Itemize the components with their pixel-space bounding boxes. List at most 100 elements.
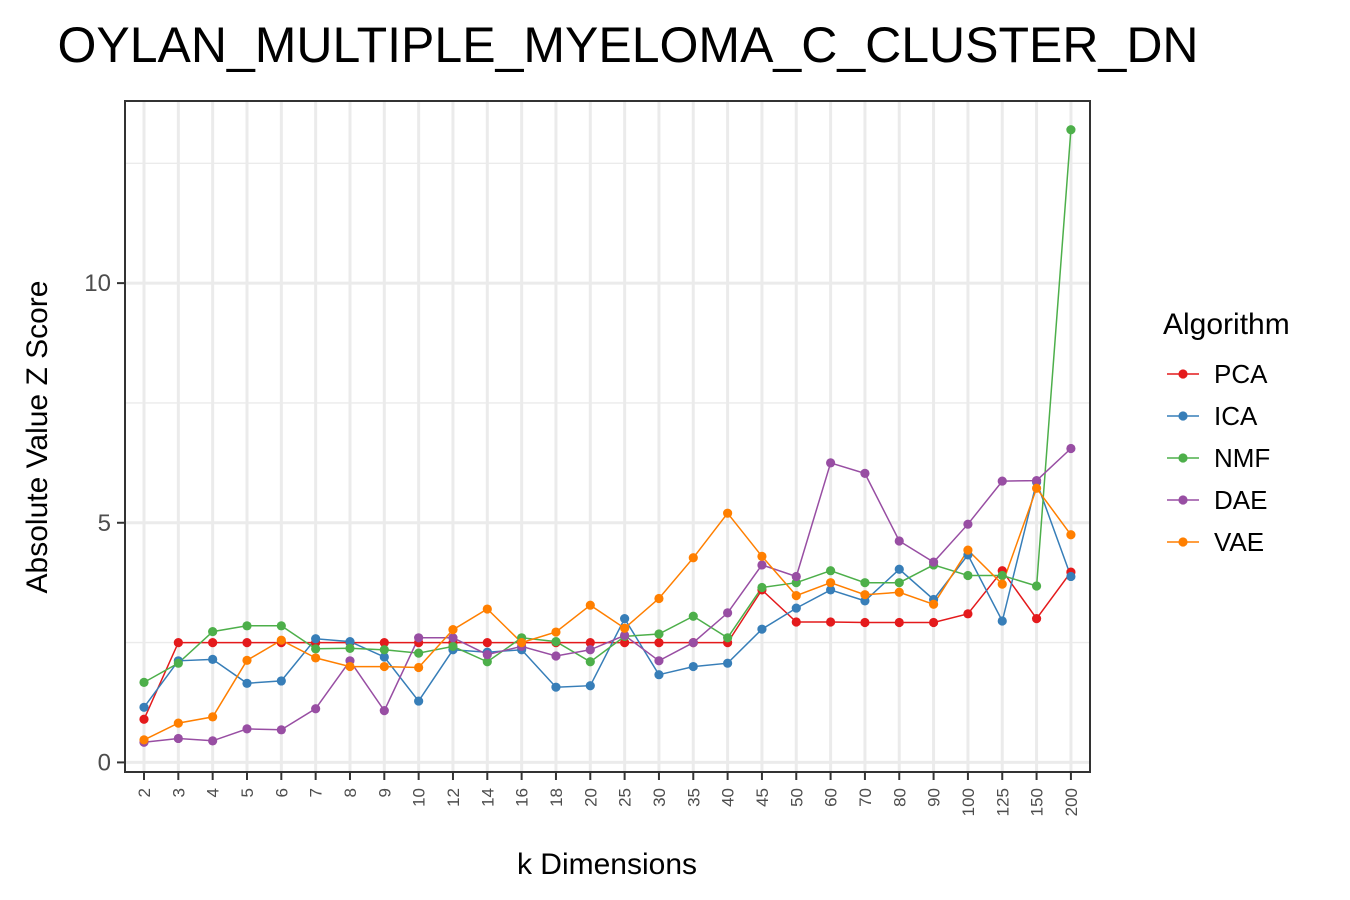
data-point-dae: [311, 704, 321, 714]
x-tick-label: 4: [204, 788, 223, 797]
x-tick-label: 70: [856, 788, 875, 807]
data-point-nmf: [585, 657, 595, 667]
data-point-vae: [173, 718, 183, 728]
data-point-pca: [173, 637, 183, 648]
panel-border: [124, 100, 1091, 773]
data-point-dae: [928, 557, 939, 567]
data-point-dae: [448, 633, 458, 643]
data-point-ica: [894, 564, 904, 574]
data-point-vae: [345, 661, 355, 672]
x-tick-label: 6: [272, 788, 291, 797]
x-tick-label: 200: [1062, 788, 1081, 816]
data-point-ica: [414, 696, 424, 706]
x-tick-label: 90: [925, 788, 944, 807]
legend-label: DAE: [1214, 485, 1267, 515]
x-tick-label: 9: [375, 788, 394, 797]
data-point-pca: [139, 714, 149, 724]
data-point-vae: [208, 712, 218, 722]
data-point-dae: [379, 706, 389, 716]
data-point-ica: [242, 678, 252, 688]
data-point-nmf: [173, 658, 183, 668]
data-point-ica: [688, 661, 698, 672]
data-point-nmf: [1066, 125, 1076, 135]
data-point-nmf: [379, 645, 389, 655]
x-tick-label: 80: [890, 788, 909, 807]
data-point-ica: [139, 702, 149, 712]
data-point-ica: [276, 676, 286, 686]
data-point-pca: [963, 609, 973, 619]
data-point-nmf: [208, 626, 218, 637]
data-point-vae: [517, 637, 527, 648]
x-tick-label: 7: [307, 788, 326, 797]
data-point-nmf: [242, 621, 252, 631]
data-point-ica: [791, 603, 801, 613]
x-tick-label: 60: [822, 788, 841, 807]
x-tick-label: 50: [787, 788, 806, 807]
data-point-vae: [928, 599, 939, 609]
data-point-ica: [345, 637, 355, 647]
data-point-nmf: [345, 643, 355, 653]
data-point-nmf: [688, 611, 698, 621]
data-point-dae: [723, 608, 733, 618]
data-point-dae: [791, 571, 801, 582]
data-point-dae: [654, 656, 664, 666]
data-point-ica: [757, 624, 767, 634]
x-tick-label: 100: [959, 788, 978, 816]
data-point-ica: [620, 614, 630, 624]
x-tick-label: 25: [616, 788, 635, 807]
data-point-pca: [654, 637, 664, 648]
plot-background: [125, 101, 1090, 772]
data-point-pca: [482, 637, 492, 648]
data-point-ica: [311, 634, 321, 644]
data-point-dae: [894, 536, 904, 546]
data-point-ica: [585, 681, 595, 691]
x-tick-label: 125: [993, 788, 1012, 816]
data-point-pca: [791, 617, 801, 627]
data-point-vae: [482, 604, 492, 614]
data-point-vae: [551, 627, 561, 637]
legend-key-point: [1178, 537, 1188, 547]
data-point-pca: [928, 617, 939, 628]
data-point-dae: [757, 560, 767, 570]
data-point-ica: [208, 654, 218, 664]
data-point-ica: [723, 658, 733, 668]
data-point-nmf: [654, 629, 664, 639]
legend-key-point: [1178, 495, 1188, 505]
data-point-ica: [826, 585, 836, 595]
data-point-vae: [860, 590, 870, 600]
x-tick-label: 150: [1028, 788, 1047, 816]
data-point-pca: [585, 637, 595, 648]
data-point-nmf: [414, 648, 424, 658]
data-point-dae: [208, 736, 218, 746]
legend-title: Algorithm: [1163, 308, 1290, 341]
data-point-ica: [379, 652, 389, 662]
legend-key-point: [1178, 411, 1188, 421]
data-point-pca: [208, 637, 218, 648]
data-point-ica: [654, 670, 664, 680]
x-tick-label: 30: [650, 788, 669, 807]
data-point-nmf: [997, 570, 1007, 581]
data-point-dae: [620, 630, 630, 641]
data-point-dae: [997, 476, 1007, 486]
data-point-vae: [414, 662, 424, 673]
data-point-nmf: [826, 566, 836, 576]
data-point-pca: [242, 637, 252, 648]
data-point-vae: [894, 587, 904, 597]
data-point-dae: [585, 645, 595, 655]
data-point-nmf: [448, 641, 458, 652]
data-point-vae: [585, 600, 595, 610]
x-tick-label: 5: [238, 788, 257, 797]
x-tick-label: 10: [410, 788, 429, 807]
x-tick-label: 14: [478, 788, 497, 807]
data-point-dae: [688, 637, 698, 648]
x-tick-label: 45: [753, 788, 772, 807]
data-point-vae: [654, 593, 664, 604]
data-point-nmf: [723, 633, 733, 643]
data-point-vae: [242, 655, 252, 665]
data-point-nmf: [894, 578, 904, 588]
data-point-pca: [894, 617, 904, 628]
data-point-ica: [1066, 571, 1076, 582]
data-point-vae: [723, 508, 733, 518]
x-axis-title: k Dimensions: [517, 848, 697, 881]
